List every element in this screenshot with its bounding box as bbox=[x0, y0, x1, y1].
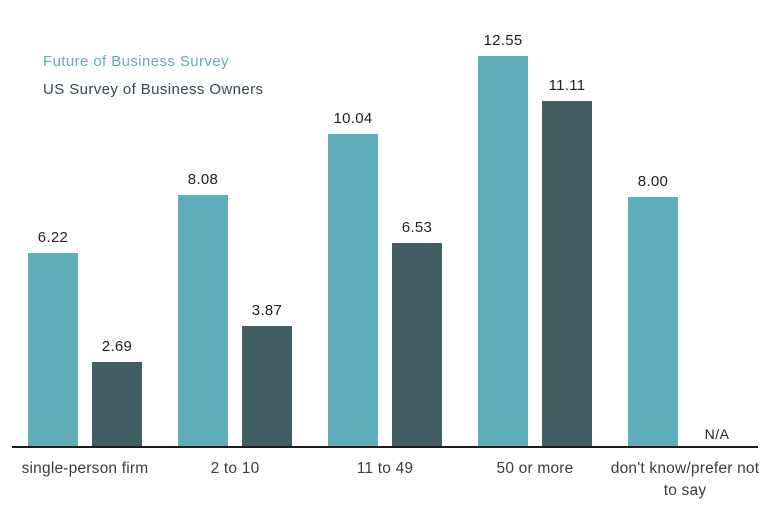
bar-us-survey-of-business-owners-single-person-firm bbox=[92, 362, 142, 446]
bar-value-label: 12.55 bbox=[483, 32, 523, 49]
bar-us-survey-of-business-owners-50-or-more bbox=[542, 101, 592, 446]
legend-series-2: US Survey of Business Owners bbox=[43, 81, 264, 98]
x-axis-label-50-or-more: 50 or more bbox=[496, 460, 574, 477]
bar-future-of-business-survey-don-t-know-prefer-not-to-say bbox=[628, 197, 678, 446]
x-axis-line bbox=[12, 446, 758, 448]
x-axis-label-single-person-firm: single-person firm bbox=[21, 460, 149, 477]
bar-value-label: 8.08 bbox=[187, 171, 219, 188]
chart-legend: Future of Business Survey US Survey of B… bbox=[43, 53, 263, 109]
bar-future-of-business-survey-single-person-firm bbox=[28, 253, 78, 446]
bar-future-of-business-survey-2-to-10 bbox=[178, 195, 228, 446]
bar-value-label: 6.22 bbox=[37, 229, 69, 246]
bar-future-of-business-survey-50-or-more bbox=[478, 56, 528, 446]
bar-us-survey-of-business-owners-2-to-10 bbox=[242, 326, 292, 446]
legend-series-1: Future of Business Survey bbox=[43, 53, 229, 70]
bar-value-label: 11.11 bbox=[548, 77, 586, 94]
bar-value-label: 8.00 bbox=[637, 173, 669, 190]
bar-value-label: 3.87 bbox=[251, 302, 283, 319]
bar-us-survey-of-business-owners-11-to-49 bbox=[392, 243, 442, 446]
missing-value-label-don-t-know-prefer-not-to-say: N/A bbox=[704, 426, 730, 442]
bar-value-label: 2.69 bbox=[101, 338, 133, 355]
x-axis-label-don-t-know-prefer-not-to-say: don't know/prefer not to say bbox=[610, 460, 760, 499]
bar-value-label: 10.04 bbox=[333, 110, 373, 127]
bar-value-label: 6.53 bbox=[401, 219, 433, 236]
bar-future-of-business-survey-11-to-49 bbox=[328, 134, 378, 446]
x-axis-label-2-to-10: 2 to 10 bbox=[210, 460, 260, 477]
x-axis-label-11-to-49: 11 to 49 bbox=[356, 460, 414, 477]
